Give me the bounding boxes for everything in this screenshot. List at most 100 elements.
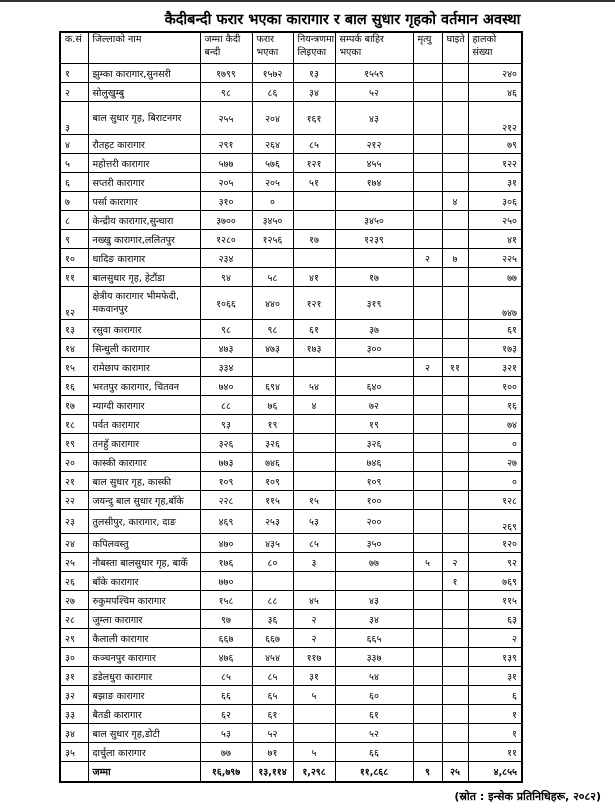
injured-cell <box>441 414 469 434</box>
name-cell: रसुवा कारागार <box>87 319 201 339</box>
out-of-contact-cell: ३१९ <box>334 286 414 320</box>
serial-cell: २० <box>59 452 89 472</box>
serial-cell: २९ <box>59 628 89 648</box>
escaped-cell <box>251 571 294 591</box>
deaths-cell <box>412 666 443 686</box>
recaptured-cell <box>292 471 336 491</box>
total-inmates-cell: ३३४ <box>199 357 253 377</box>
column-header: घाइते <box>441 31 469 64</box>
serial-cell: २३ <box>59 509 89 534</box>
serial-cell: २ <box>59 82 89 102</box>
table-row: १६ भरतपुर कारागार, चितवन ७४० ६९४ ५४ ६४० १०० <box>59 376 523 396</box>
recaptured-cell: १२१ <box>292 153 336 173</box>
injured-cell <box>441 376 469 396</box>
current-count-cell: २६९ <box>467 509 523 534</box>
deaths-cell <box>412 210 443 230</box>
serial-cell: १७ <box>59 395 89 415</box>
current-count-cell: १७३ <box>467 338 523 358</box>
total-inmates-cell: १५८ <box>199 590 253 610</box>
total-inmates-cell: ९८ <box>199 319 253 339</box>
escaped-cell: ४४० <box>251 286 294 320</box>
out-of-contact-cell: १७ <box>334 267 414 287</box>
escaped-cell: ४७३ <box>251 338 294 358</box>
current-count-cell: ४१ <box>467 229 523 249</box>
deaths-cell <box>412 533 443 553</box>
current-count-cell: १२८ <box>467 490 523 510</box>
current-count-cell: ३१ <box>467 666 523 686</box>
out-of-contact-cell: ७७ <box>334 552 414 572</box>
deaths-cell <box>412 628 443 648</box>
serial-cell: ३० <box>59 647 89 667</box>
total-inmates-cell: २५५ <box>199 101 253 135</box>
total-inmates-cell: ५७७ <box>199 153 253 173</box>
out-of-contact-cell: ३२६ <box>334 433 414 453</box>
out-of-contact-cell: ७४६ <box>334 452 414 472</box>
deaths-cell <box>412 101 443 135</box>
deaths-cell <box>412 229 443 249</box>
deaths-cell <box>412 414 443 434</box>
out-of-contact-cell: ६० <box>334 685 414 705</box>
recaptured-cell: ३१ <box>292 666 336 686</box>
escaped-cell: ३४५० <box>251 210 294 230</box>
serial-cell: २१ <box>59 471 89 491</box>
escaped-cell <box>251 248 294 268</box>
injured-cell <box>441 704 469 724</box>
deaths-cell <box>412 647 443 667</box>
name-cell: भरतपुर कारागार, चितवन <box>87 376 201 396</box>
out-of-contact-cell: ४३ <box>334 101 414 135</box>
current-count-cell: २५० <box>467 210 523 230</box>
name-cell: रुकुमपश्चिम कारागार <box>87 590 201 610</box>
name-cell: जम्मा <box>87 761 201 783</box>
escaped-cell: १५७२ <box>251 63 294 83</box>
serial-cell <box>59 761 89 783</box>
recaptured-cell: ४१ <box>292 267 336 287</box>
injured-cell <box>441 210 469 230</box>
recaptured-cell: १२१ <box>292 286 336 320</box>
column-header: मृत्यु <box>412 31 443 64</box>
recaptured-cell: ३ <box>292 552 336 572</box>
name-cell: रामेछाप कारागार <box>87 357 201 377</box>
injured-cell: ४ <box>441 191 469 211</box>
name-cell: बाल सुधार गृह, कास्की <box>87 471 201 491</box>
injured-cell: ७ <box>441 248 469 268</box>
current-count-cell: ६३ <box>467 609 523 629</box>
out-of-contact-cell <box>334 191 414 211</box>
table-row: २९ कैलाली कारागार ६६७ ६६७ २ ६६५ २ <box>59 628 523 648</box>
escaped-cell: ४५४ <box>251 647 294 667</box>
table-row: २६ बाँके कारागार ७७० १ ७६९ <box>59 571 523 591</box>
recaptured-cell: ५३ <box>292 509 336 534</box>
injured-cell <box>441 723 469 743</box>
serial-cell: १४ <box>59 338 89 358</box>
out-of-contact-cell: १०० <box>334 490 414 510</box>
table-row: ३२ बझाङ कारागार ६६ ६५ ५ ६० ६ <box>59 685 523 705</box>
column-header: जिल्लाको नाम <box>87 31 201 64</box>
total-inmates-cell: १२८० <box>199 229 253 249</box>
injured-cell <box>441 533 469 553</box>
table-row: १३ रसुवा कारागार ९८ ९८ ६१ ३७ ६१ <box>59 319 523 339</box>
escaped-cell: ८५ <box>251 666 294 686</box>
out-of-contact-cell: ६४० <box>334 376 414 396</box>
recaptured-cell: ५ <box>292 685 336 705</box>
escape-status-table: क.सं जिल्लाको नाम जम्मा कैदी बन्दी फरार भएक… <box>59 31 523 783</box>
name-cell: कैलाली कारागार <box>87 628 201 648</box>
injured-cell <box>441 452 469 472</box>
recaptured-cell <box>292 452 336 472</box>
current-count-cell: १०० <box>467 376 523 396</box>
deaths-cell <box>412 490 443 510</box>
table-row: २२ जयन्दु बाल सुधार गृह,बाँके २२८ ११५ १५ १०० १… <box>59 490 523 510</box>
table-row: २ सोलुखुम्बु ९८ ८६ ३४ ५२ ४६ <box>59 82 523 102</box>
name-cell: बालसुधार गृह, हेटौंडा <box>87 267 201 287</box>
name-cell: जुम्ला कारागार <box>87 609 201 629</box>
name-cell: झुम्का कारागार,सुनसरी <box>87 63 201 83</box>
escaped-cell: ५७६ <box>251 153 294 173</box>
table-row: २७ रुकुमपश्चिम कारागार १५८ ८८ ४५ ४३ ११५ <box>59 590 523 610</box>
column-header: हालको संख्या <box>467 31 523 64</box>
total-inmates-cell: ७७ <box>199 742 253 762</box>
current-count-cell: ४,८५५ <box>467 761 523 783</box>
injured-cell <box>441 172 469 192</box>
out-of-contact-cell: ३४ <box>334 609 414 629</box>
current-count-cell: ३०६ <box>467 191 523 211</box>
escaped-cell: ९८ <box>251 319 294 339</box>
serial-cell: ३४ <box>59 723 89 743</box>
serial-cell: २४ <box>59 533 89 553</box>
